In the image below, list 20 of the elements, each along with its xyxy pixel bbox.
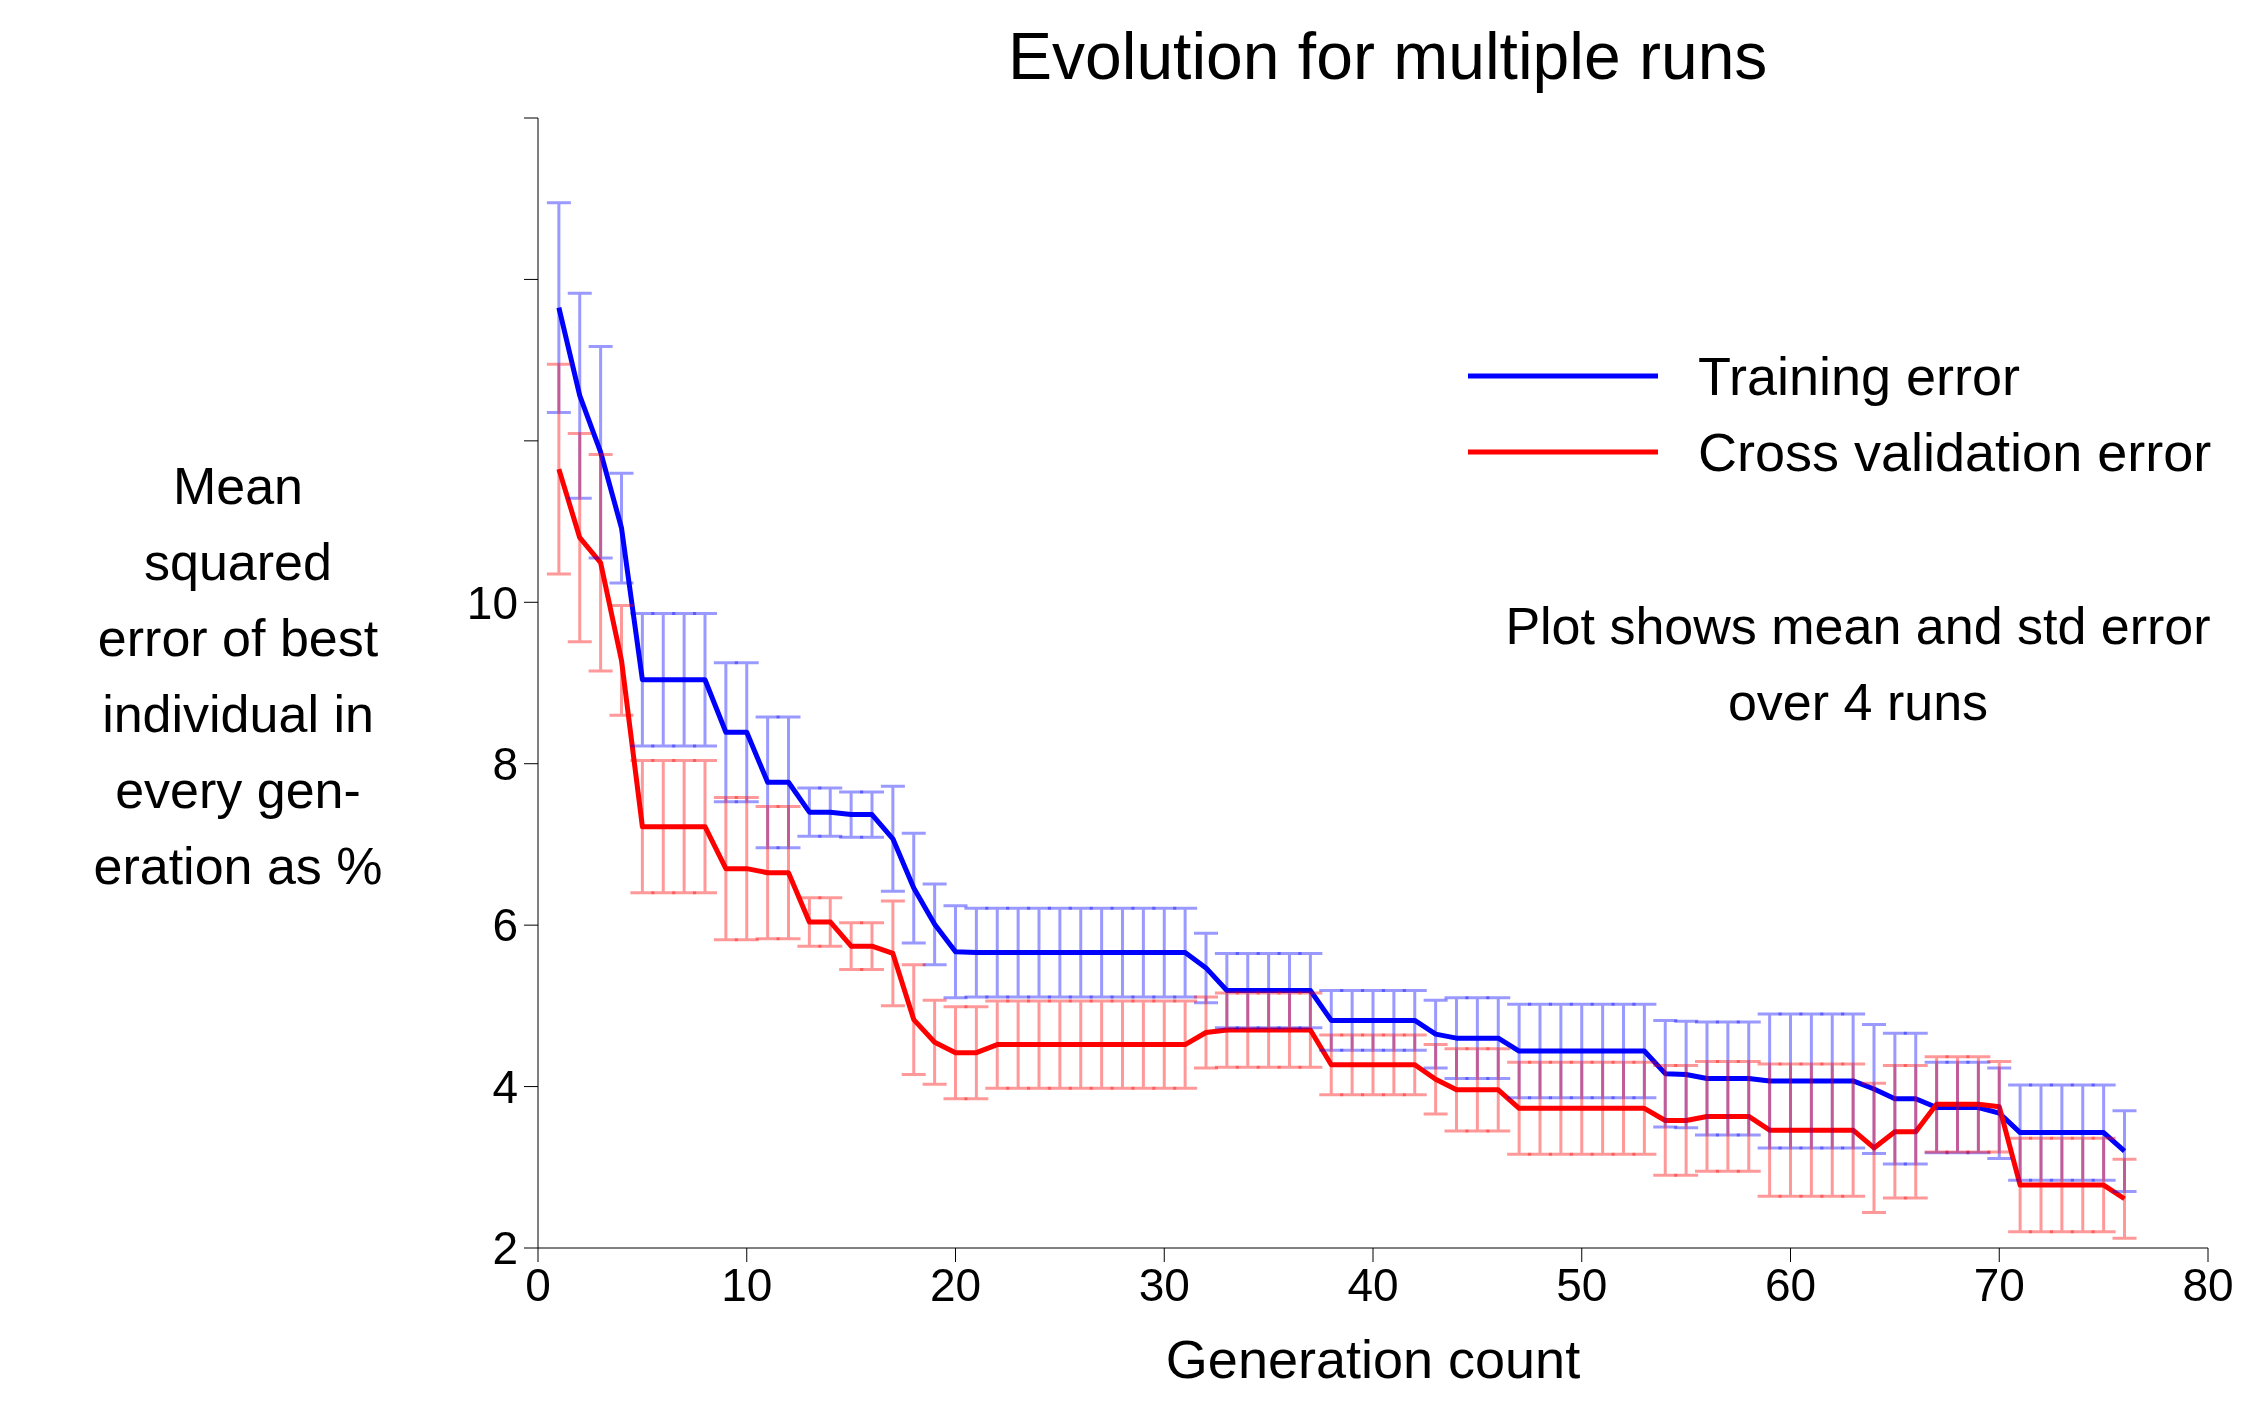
chart-title: Evolution for multiple runs [1008, 18, 1768, 94]
x-tick-label: 50 [1556, 1258, 1608, 1311]
annotation: Plot shows mean and std error over 4 runs [1504, 596, 2212, 733]
y-tick-label: 6 [492, 899, 518, 952]
x-tick-label: 70 [1973, 1258, 2025, 1311]
x-tick-label: 20 [929, 1258, 982, 1311]
x-tick-label: 80 [2182, 1258, 2234, 1311]
x-tick-label: 0 [525, 1258, 551, 1311]
x-tick-label: 40 [1347, 1258, 1399, 1311]
y-tick-label: 10 [466, 576, 518, 629]
x-axis-title: Generation count [1165, 1329, 1581, 1389]
y-tick-label: 4 [492, 1060, 518, 1113]
legend-label: Cross validation error [1698, 421, 2212, 483]
y-axis-title: Mean squared error of best individual in every gen- eration as % [92, 456, 384, 897]
x-tick-label: 30 [1138, 1258, 1190, 1311]
y-tick-label: 8 [492, 738, 518, 791]
y-tick-label: 2 [492, 1222, 518, 1275]
x-tick-label: 60 [1764, 1258, 1817, 1311]
x-tick-label: 10 [721, 1258, 773, 1311]
legend-label: Training error [1698, 345, 2021, 407]
